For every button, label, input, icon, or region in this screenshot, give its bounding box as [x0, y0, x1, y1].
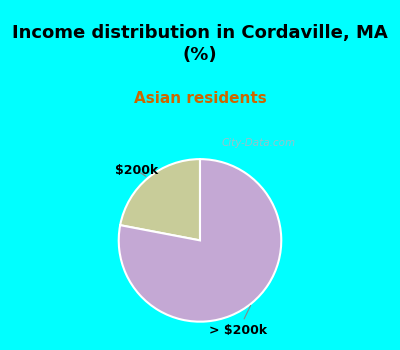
- Wedge shape: [120, 159, 200, 240]
- Text: Income distribution in Cordaville, MA
(%): Income distribution in Cordaville, MA (%…: [12, 24, 388, 64]
- Text: $200k: $200k: [115, 164, 158, 177]
- Text: Asian residents: Asian residents: [134, 91, 266, 106]
- Wedge shape: [119, 159, 281, 322]
- Text: City-Data.com: City-Data.com: [222, 138, 296, 148]
- Text: > $200k: > $200k: [209, 306, 268, 337]
